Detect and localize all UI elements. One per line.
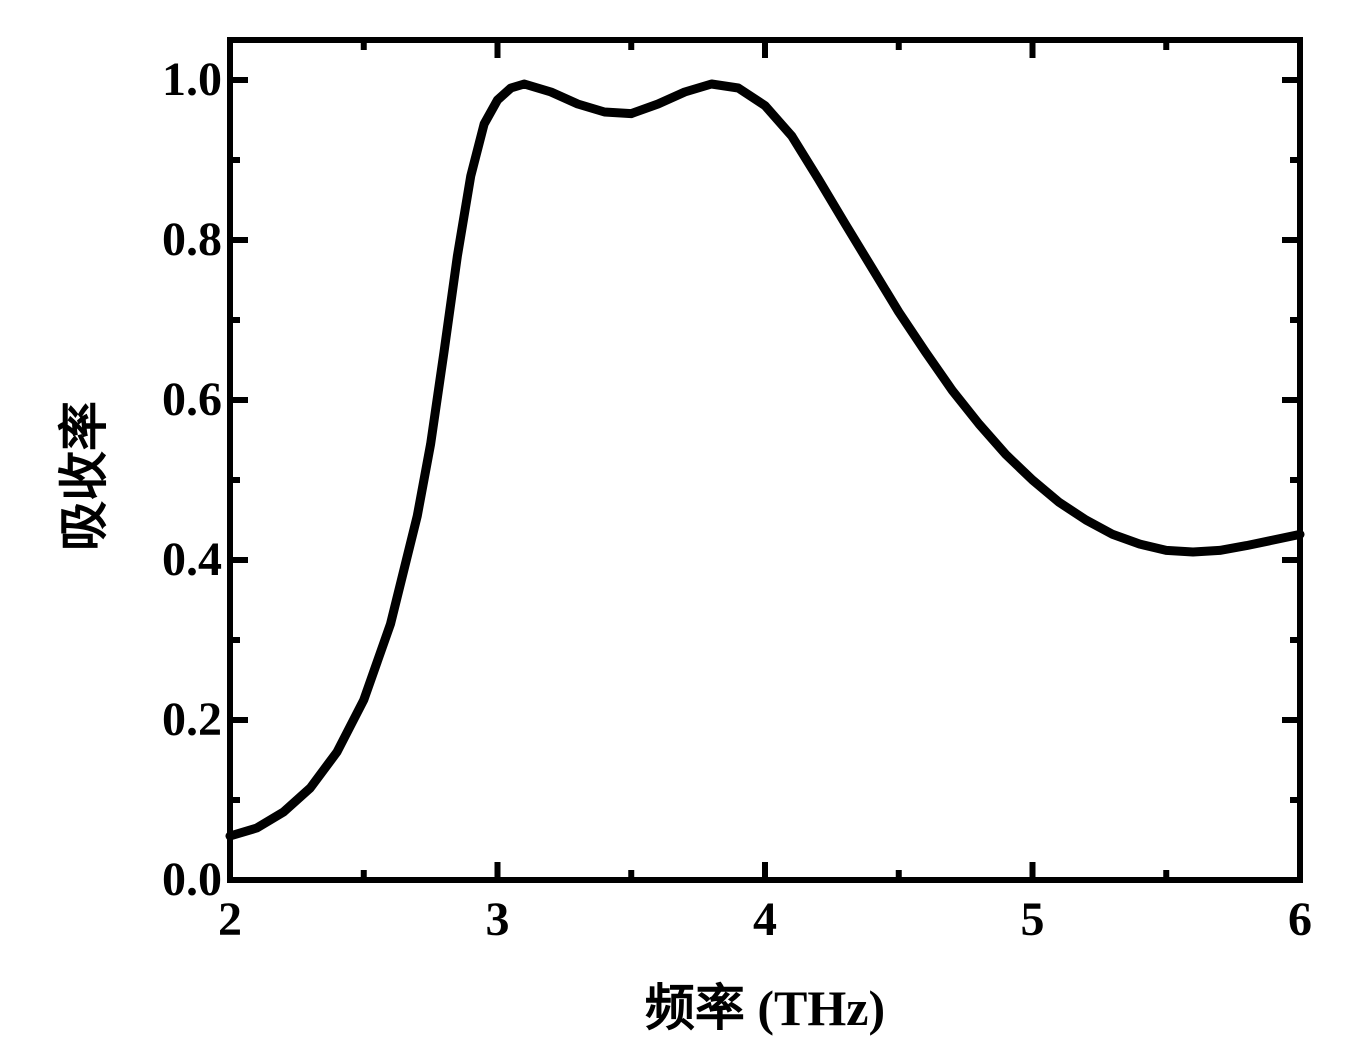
x-tick-label: 3: [468, 892, 528, 947]
y-tick-label: 0.0: [122, 852, 222, 907]
y-axis-label: 吸收率: [44, 376, 116, 576]
x-tick-label: 5: [1003, 892, 1063, 947]
x-tick-label: 6: [1270, 892, 1330, 947]
x-tick-label: 4: [735, 892, 795, 947]
x-axis-label: 频率 (THz): [230, 968, 1300, 1040]
y-tick-label: 0.4: [122, 532, 222, 587]
absorption-chart: 吸收率 频率 (THz) 234560.00.20.40.60.81.0: [0, 0, 1352, 1048]
y-tick-label: 0.6: [122, 372, 222, 427]
y-tick-label: 1.0: [122, 52, 222, 107]
y-tick-label: 0.8: [122, 212, 222, 267]
y-tick-label: 0.2: [122, 692, 222, 747]
